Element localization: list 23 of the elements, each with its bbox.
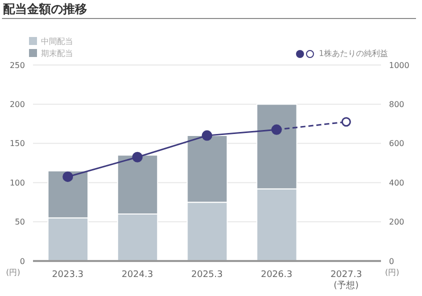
y2-tick-label: 0 (389, 256, 394, 266)
x-tick-label: 2026.3 (260, 270, 292, 280)
legend-label: 期末配当 (40, 48, 73, 59)
y2-tick-label: 200 (389, 218, 404, 227)
y-axis-title: (円) (6, 268, 20, 277)
chart-title: 配当金額の推移 (3, 1, 87, 18)
y2-tick-label: 600 (389, 139, 404, 148)
x-tick-label: 2025.3 (191, 270, 223, 280)
y2-tick-label: 800 (389, 100, 404, 110)
y2-tick-label: 400 (389, 178, 404, 188)
x-tick-label: 2024.3 (122, 270, 154, 280)
y-tick-label: 0 (20, 256, 25, 266)
legend-label: 中間配当 (40, 36, 73, 47)
y-tick-label: 150 (10, 139, 25, 148)
y-tick-label: 50 (14, 218, 25, 227)
y-tick-label: 250 (10, 60, 25, 70)
y-tick-label: 100 (10, 178, 25, 188)
x-tick-label: 2023.3 (52, 270, 84, 280)
x-tick-label: 2027.3 (予想) (330, 270, 362, 291)
y2-tick-label: 1000 (389, 60, 410, 70)
y2-axis-title: (円) (385, 268, 400, 277)
y-tick-label: 200 (10, 100, 25, 110)
legend-label: 1株あたりの純利益 (318, 48, 388, 59)
